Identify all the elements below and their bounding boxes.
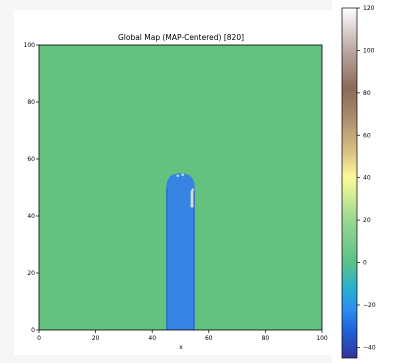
chart-title: Global Map (MAP-Centered) [820] <box>118 33 244 42</box>
colorbar-tick-label-3: 60 <box>363 132 371 139</box>
colorbar-tick-label-8: −40 <box>363 344 376 351</box>
y-tick-label-3: 60 <box>27 156 35 163</box>
y-tick-label-2: 40 <box>27 213 35 220</box>
colorbar-tick-label-5: 20 <box>363 217 371 224</box>
x-tick-label-1: 20 <box>92 335 100 342</box>
x-tick-label-0: 0 <box>37 335 41 342</box>
x-tick-label-3: 60 <box>205 335 213 342</box>
x-axis-label: x <box>179 344 183 351</box>
heatmap-channel-region <box>166 173 195 330</box>
y-tick-label-0: 0 <box>31 327 35 334</box>
colorbar-tick-label-4: 40 <box>363 175 371 182</box>
x-tick-label-5: 100 <box>316 335 328 342</box>
x-tick-label-2: 40 <box>148 335 156 342</box>
colorbar-bar <box>341 7 358 359</box>
colorbar-tick-label-2: 80 <box>363 90 371 97</box>
heatmap-cap-cell-0 <box>176 174 179 177</box>
x-tick-label-4: 80 <box>262 335 270 342</box>
colorbar-tick-label-6: 0 <box>363 260 367 267</box>
y-tick-label-1: 20 <box>27 270 35 277</box>
colorbar-tick-label-7: −20 <box>363 302 376 309</box>
axes-frame <box>38 44 323 331</box>
plot-area: 0 20 40 60 80 100 0 20 40 60 80 100 <box>24 42 328 342</box>
colorbar-tick-label-1: 100 <box>363 47 375 54</box>
heatmap-cap-cell-2 <box>191 188 195 191</box>
heatmap-high-spot-1 <box>190 190 194 208</box>
y-tick-label-5: 100 <box>24 42 36 49</box>
heatmap-cap-cell-1 <box>181 173 184 176</box>
colorbar-tick-label-0: 120 <box>363 5 375 12</box>
colorbar: 120 100 80 60 40 20 0 −20 −40 <box>341 5 376 359</box>
y-tick-label-4: 80 <box>27 99 35 106</box>
